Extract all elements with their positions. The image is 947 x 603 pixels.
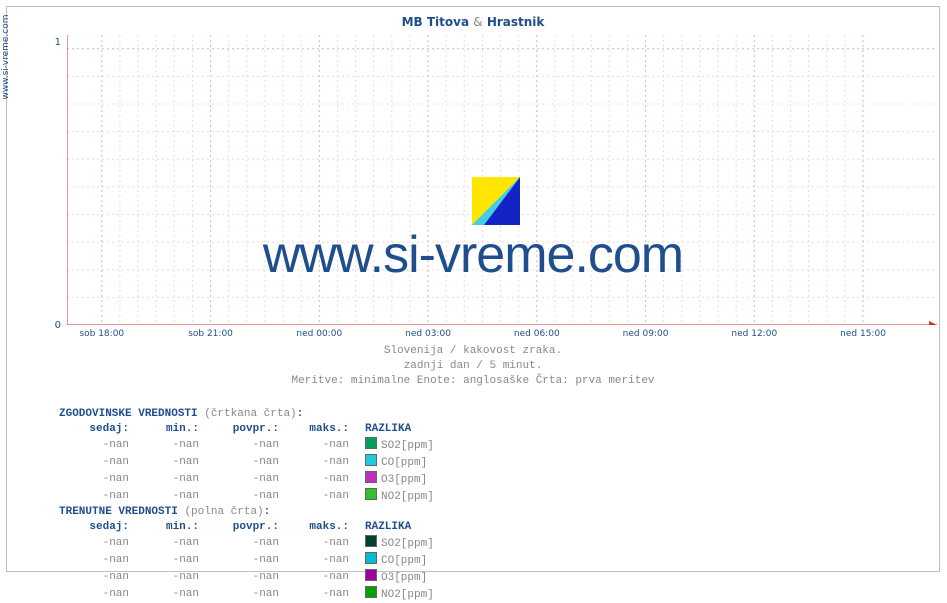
xtick-label: ned 09:00 bbox=[623, 329, 669, 339]
cell-min: -nan bbox=[129, 586, 199, 603]
title-amp: & bbox=[473, 15, 482, 29]
title-a: MB Titova bbox=[402, 15, 469, 29]
xtick-label: ned 15:00 bbox=[840, 329, 886, 339]
col-min: min.: bbox=[129, 422, 199, 437]
col-maks: maks.: bbox=[279, 422, 349, 437]
series-label: SO2[ppm] bbox=[381, 538, 434, 550]
cell-razlika: SO2[ppm] bbox=[349, 437, 485, 454]
chart-frame: www.si-vreme.com MB Titova & Hrastnik 0 … bbox=[6, 6, 940, 572]
historical-title-paren: (črtkana črta) bbox=[204, 408, 296, 420]
cell-min: -nan bbox=[129, 488, 199, 505]
series-swatch-icon bbox=[365, 454, 377, 466]
ytick-0: 0 bbox=[31, 320, 61, 331]
cell-min: -nan bbox=[129, 437, 199, 454]
ytick-1: 1 bbox=[31, 37, 61, 48]
data-tables: ZGODOVINSKE VREDNOSTI (črtkana črta): se… bbox=[59, 407, 485, 603]
series-label: O3[ppm] bbox=[381, 572, 427, 584]
cell-maks: -nan bbox=[279, 586, 349, 603]
cell-povpr: -nan bbox=[199, 552, 279, 569]
cell-sedaj: -nan bbox=[59, 437, 129, 454]
table-row: -nan-nan-nan-nanCO[ppm] bbox=[59, 552, 485, 569]
cell-maks: -nan bbox=[279, 488, 349, 505]
current-title-paren: (polna črta) bbox=[184, 506, 263, 518]
cell-razlika: NO2[ppm] bbox=[349, 488, 485, 505]
cell-povpr: -nan bbox=[199, 586, 279, 603]
table-row: -nan-nan-nan-nanO3[ppm] bbox=[59, 471, 485, 488]
cell-min: -nan bbox=[129, 535, 199, 552]
current-table: sedaj: min.: povpr.: maks.: RAZLIKA -nan… bbox=[59, 520, 485, 603]
table-row: -nan-nan-nan-nanSO2[ppm] bbox=[59, 437, 485, 454]
xtick-label: ned 12:00 bbox=[731, 329, 777, 339]
cell-sedaj: -nan bbox=[59, 471, 129, 488]
table-row: -nan-nan-nan-nanCO[ppm] bbox=[59, 454, 485, 471]
historical-table: sedaj: min.: povpr.: maks.: RAZLIKA -nan… bbox=[59, 422, 485, 505]
series-swatch-icon bbox=[365, 488, 377, 500]
col-maks: maks.: bbox=[279, 520, 349, 535]
cell-sedaj: -nan bbox=[59, 454, 129, 471]
xtick-label: sob 21:00 bbox=[188, 329, 233, 339]
series-swatch-icon bbox=[365, 437, 377, 449]
series-label: O3[ppm] bbox=[381, 474, 427, 486]
cell-maks: -nan bbox=[279, 552, 349, 569]
series-swatch-icon bbox=[365, 552, 377, 564]
table-row: -nan-nan-nan-nanSO2[ppm] bbox=[59, 535, 485, 552]
cell-povpr: -nan bbox=[199, 488, 279, 505]
cell-sedaj: -nan bbox=[59, 552, 129, 569]
caption-line1: Slovenija / kakovost zraka. bbox=[7, 345, 939, 357]
xtick-label: sob 18:00 bbox=[79, 329, 124, 339]
cell-razlika: O3[ppm] bbox=[349, 471, 485, 488]
series-swatch-icon bbox=[365, 471, 377, 483]
cell-maks: -nan bbox=[279, 535, 349, 552]
caption-line2: zadnji dan / 5 minut. bbox=[7, 360, 939, 372]
cell-povpr: -nan bbox=[199, 471, 279, 488]
chart-title: MB Titova & Hrastnik bbox=[7, 15, 939, 29]
col-min: min.: bbox=[129, 520, 199, 535]
cell-maks: -nan bbox=[279, 471, 349, 488]
xtick-label: ned 03:00 bbox=[405, 329, 451, 339]
xtick-label: ned 06:00 bbox=[514, 329, 560, 339]
historical-title: ZGODOVINSKE VREDNOSTI (črtkana črta): bbox=[59, 407, 485, 422]
cell-razlika: CO[ppm] bbox=[349, 454, 485, 471]
current-title-main: TRENUTNE VREDNOSTI bbox=[59, 506, 178, 518]
cell-maks: -nan bbox=[279, 454, 349, 471]
current-title: TRENUTNE VREDNOSTI (polna črta): bbox=[59, 505, 485, 520]
series-label: NO2[ppm] bbox=[381, 589, 434, 601]
cell-razlika: NO2[ppm] bbox=[349, 586, 485, 603]
historical-title-main: ZGODOVINSKE VREDNOSTI bbox=[59, 408, 198, 420]
title-b: Hrastnik bbox=[487, 15, 545, 29]
cell-min: -nan bbox=[129, 454, 199, 471]
series-label: CO[ppm] bbox=[381, 555, 427, 567]
series-swatch-icon bbox=[365, 569, 377, 581]
series-swatch-icon bbox=[365, 586, 377, 598]
cell-sedaj: -nan bbox=[59, 535, 129, 552]
table-row: -nan-nan-nan-nanNO2[ppm] bbox=[59, 586, 485, 603]
cell-povpr: -nan bbox=[199, 535, 279, 552]
watermark-text: www.si-vreme.com bbox=[7, 225, 939, 285]
cell-razlika: SO2[ppm] bbox=[349, 535, 485, 552]
cell-povpr: -nan bbox=[199, 437, 279, 454]
caption-line3: Meritve: minimalne Enote: anglosaške Črt… bbox=[7, 375, 939, 387]
series-swatch-icon bbox=[365, 535, 377, 547]
col-povpr: povpr.: bbox=[199, 520, 279, 535]
cell-min: -nan bbox=[129, 552, 199, 569]
table-header-row: sedaj: min.: povpr.: maks.: RAZLIKA bbox=[59, 422, 485, 437]
watermark-logo-icon bbox=[472, 177, 520, 225]
table-row: -nan-nan-nan-nanNO2[ppm] bbox=[59, 488, 485, 505]
series-label: SO2[ppm] bbox=[381, 440, 434, 452]
col-sedaj: sedaj: bbox=[59, 520, 129, 535]
xtick-label: ned 00:00 bbox=[296, 329, 342, 339]
series-label: NO2[ppm] bbox=[381, 491, 434, 503]
cell-sedaj: -nan bbox=[59, 586, 129, 603]
col-sedaj: sedaj: bbox=[59, 422, 129, 437]
series-label: CO[ppm] bbox=[381, 457, 427, 469]
cell-sedaj: -nan bbox=[59, 488, 129, 505]
cell-povpr: -nan bbox=[199, 454, 279, 471]
col-povpr: povpr.: bbox=[199, 422, 279, 437]
col-razlika: RAZLIKA bbox=[349, 422, 485, 437]
cell-min: -nan bbox=[129, 471, 199, 488]
table-header-row: sedaj: min.: povpr.: maks.: RAZLIKA bbox=[59, 520, 485, 535]
cell-maks: -nan bbox=[279, 437, 349, 454]
col-razlika: RAZLIKA bbox=[349, 520, 485, 535]
cell-razlika: CO[ppm] bbox=[349, 552, 485, 569]
